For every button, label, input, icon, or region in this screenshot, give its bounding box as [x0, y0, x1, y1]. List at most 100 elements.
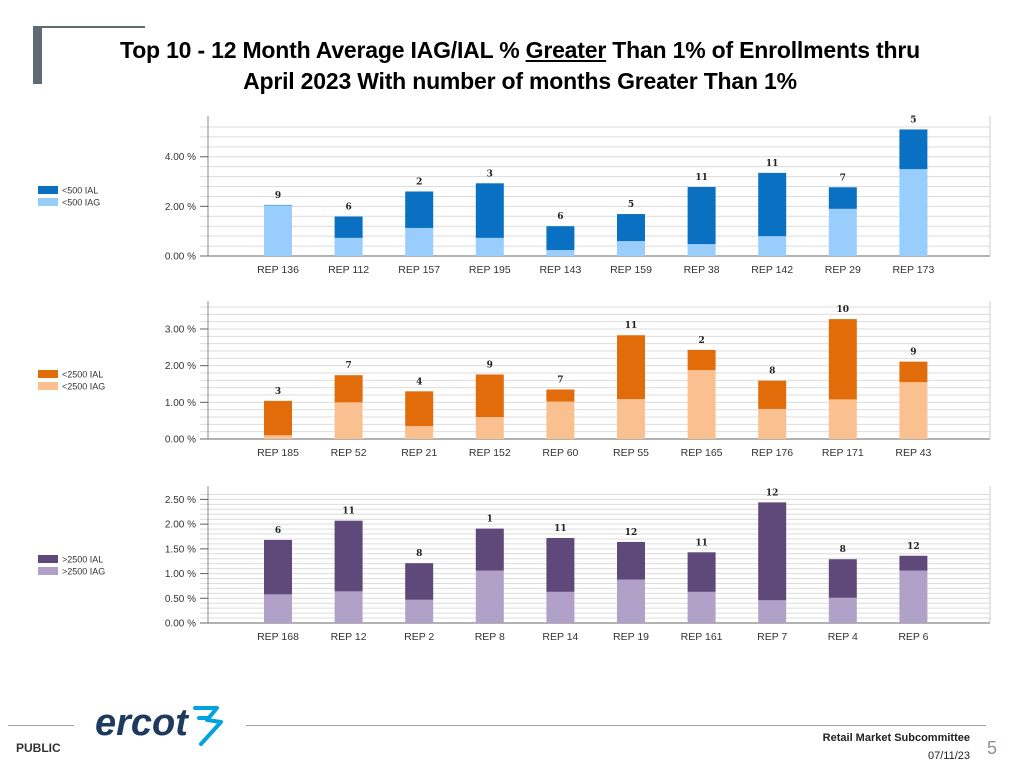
bar-months-label: 6	[345, 203, 351, 213]
bar-months-label: 11	[625, 321, 638, 331]
bar-iag	[475, 570, 504, 623]
bar-iag	[334, 237, 363, 256]
y-tick-label: 1.00 %	[165, 569, 196, 580]
ercot-star-icon	[193, 706, 223, 746]
bar-ial	[758, 380, 787, 409]
bar-months-label: 5	[910, 115, 916, 125]
footer-divider-right	[246, 725, 986, 726]
chart-legend: >2500 IAL >2500 IAG	[38, 555, 105, 577]
bar-ial	[475, 183, 504, 238]
bar-iag	[899, 169, 928, 256]
y-tick-label: 0.00 %	[165, 252, 196, 263]
category-label: REP 168	[257, 631, 299, 643]
category-label: REP 7	[757, 631, 787, 643]
title-part-2: Than 1% of Enrollments thru	[606, 37, 920, 63]
legend-label: <500 IAG	[62, 198, 100, 208]
bar-iag	[687, 591, 716, 623]
category-label: REP 4	[828, 631, 858, 643]
bar-months-label: 11	[342, 507, 355, 517]
category-label: REP 142	[751, 264, 793, 276]
legend-label: <2500 IAL	[62, 370, 103, 380]
bar-ial	[546, 389, 575, 402]
category-label: REP 173	[892, 264, 934, 276]
chart-legend: <500 IAL <500 IAG	[38, 186, 100, 208]
category-label: REP 152	[469, 447, 511, 459]
bar-ial	[334, 375, 363, 403]
bar-months-label: 2	[416, 177, 422, 187]
category-label: REP 136	[257, 264, 299, 276]
category-label: REP 8	[475, 631, 505, 643]
category-label: REP 2	[404, 631, 434, 643]
bar-iag	[264, 594, 292, 623]
bar-months-label: 7	[557, 376, 563, 386]
bar-months-label: 11	[695, 173, 708, 183]
category-label: REP 12	[331, 631, 367, 643]
y-tick-label: 2.00 %	[165, 361, 196, 372]
bar-months-label: 11	[695, 538, 708, 548]
bar-ial	[475, 374, 504, 417]
bar-ial	[546, 226, 575, 251]
bar-ial	[899, 361, 928, 383]
legend-swatch	[38, 186, 58, 194]
bar-iag	[687, 370, 716, 439]
title-accent-bar	[33, 26, 42, 84]
bar-ial	[617, 541, 645, 580]
legend-swatch	[38, 567, 58, 575]
bar-months-label: 12	[766, 488, 779, 498]
committee-name: Retail Market Subcommittee	[822, 732, 970, 744]
title-accent-line	[42, 26, 145, 28]
bar-ial	[617, 214, 645, 242]
y-tick-label: 2.00 %	[165, 520, 196, 531]
chart-legend: <2500 IAL <2500 IAG	[38, 370, 105, 392]
bar-iag	[758, 408, 787, 439]
page-number: 5	[987, 738, 998, 758]
bar-iag	[828, 399, 857, 439]
bar-ial	[334, 520, 363, 592]
title-underlined-word: Greater	[525, 37, 607, 63]
bar-months-label: 11	[554, 524, 567, 534]
bar-months-label: 9	[487, 360, 493, 370]
bar-iag	[758, 236, 787, 256]
slide-date: 07/11/23	[927, 750, 970, 762]
bar-months-label: 6	[275, 526, 281, 536]
bar-iag	[475, 237, 504, 256]
category-label: REP 165	[681, 447, 723, 459]
slide-title: Top 10 - 12 Month Average IAG/IAL % Grea…	[50, 35, 990, 97]
ercot-logo: ercot	[95, 702, 223, 746]
bar-months-label: 7	[840, 173, 846, 183]
bar-iag	[546, 250, 575, 256]
category-label: REP 112	[328, 264, 369, 276]
bar-months-label: 2	[698, 336, 704, 346]
bar-months-label: 9	[275, 191, 281, 201]
chart-small-reps: 0.00 % 2.00 % 4.00 % 9 REP 136 6 REP 112 2 REP 1…	[38, 115, 991, 276]
bar-iag	[617, 579, 645, 623]
category-label: REP 6	[898, 631, 928, 643]
bar-months-label: 10	[837, 305, 850, 315]
chart-large-reps: 0.00 % 0.50 % 1.00 % 1.50 % 2.00 % 2.50 % 6 REP…	[38, 486, 991, 643]
bar-months-label: 8	[769, 367, 775, 377]
y-tick-label: 1.50 %	[165, 544, 196, 555]
chart-mid-reps: 0.00 % 1.00 % 2.00 % 3.00 % 3 REP 185 7 REP 52 4…	[38, 301, 991, 459]
legend-swatch	[38, 555, 58, 563]
bar-months-label: 12	[907, 542, 920, 552]
logo-text: ercot	[95, 702, 189, 744]
y-tick-label: 3.00 %	[165, 325, 196, 336]
bar-iag	[334, 591, 363, 623]
bar-months-label: 7	[345, 361, 351, 371]
bar-ial	[405, 563, 434, 600]
bar-months-label: 4	[416, 377, 422, 387]
footer-divider-left	[8, 725, 74, 726]
category-label: REP 171	[822, 447, 864, 459]
y-tick-label: 1.00 %	[165, 398, 196, 409]
legend-label: <500 IAL	[62, 186, 98, 196]
y-tick-label: 0.50 %	[165, 594, 196, 605]
category-label: REP 161	[681, 631, 723, 643]
bar-ial	[264, 400, 292, 436]
bar-iag	[899, 382, 928, 439]
title-part-1: Top 10 - 12 Month Average IAG/IAL %	[120, 37, 526, 63]
bar-ial	[687, 552, 716, 592]
legend-label: <2500 IAG	[62, 382, 105, 392]
category-label: REP 60	[542, 447, 578, 459]
y-tick-label: 4.00 %	[165, 152, 196, 163]
legend-swatch	[38, 370, 58, 378]
